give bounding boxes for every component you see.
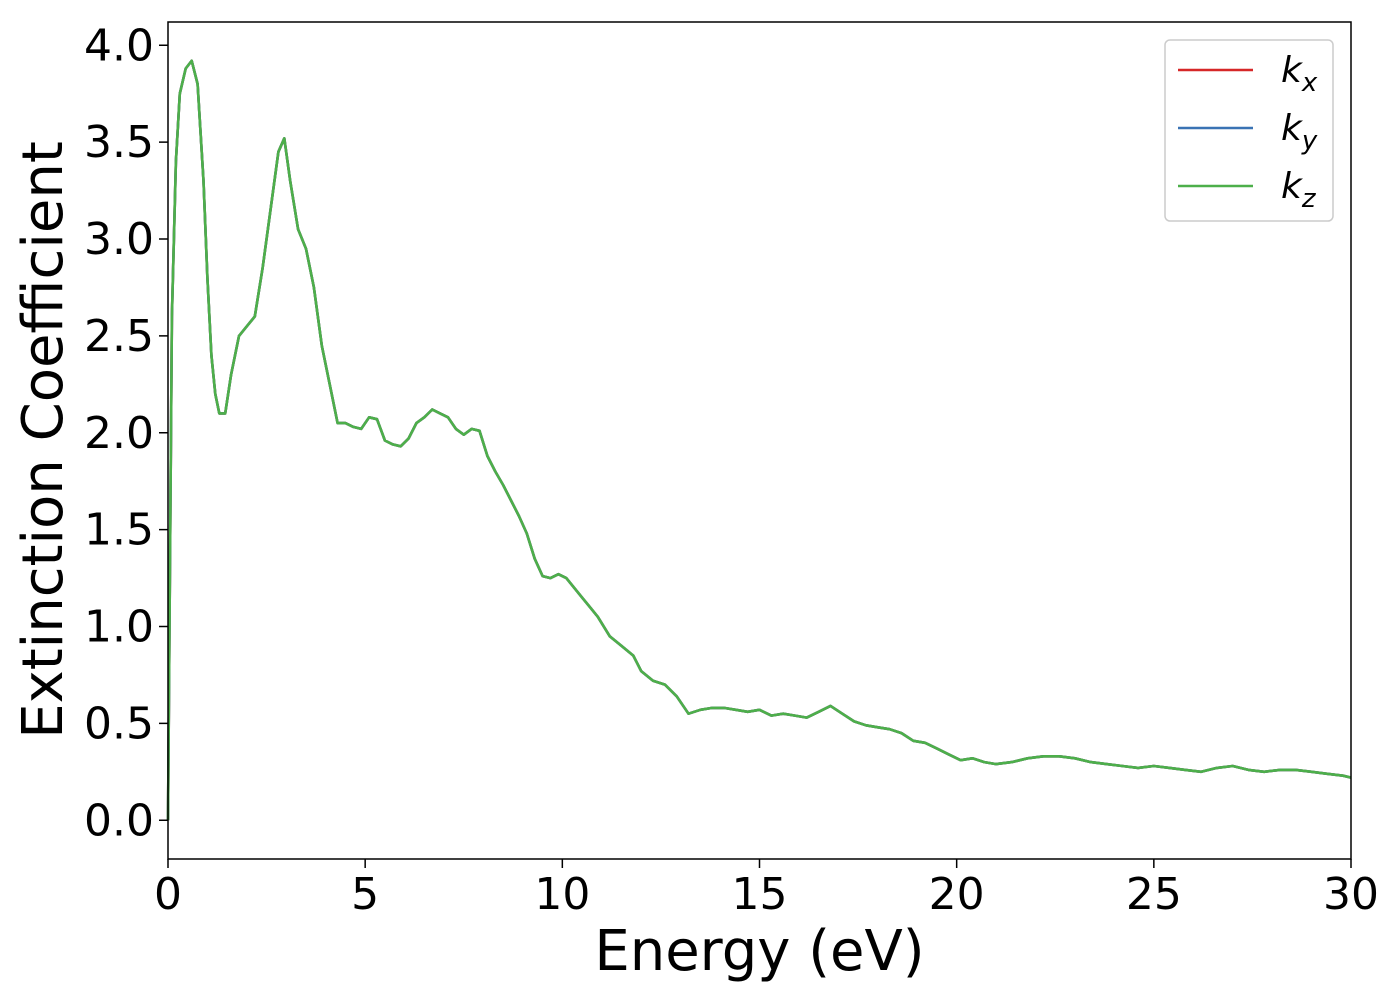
y-tick-label: 3.5	[84, 117, 154, 168]
x-tick-label: 30	[1323, 869, 1379, 920]
series-line-z	[166, 59, 1352, 821]
x-tick-label: 25	[1126, 869, 1182, 920]
x-tick-label: 0	[154, 869, 182, 920]
legend-label-x: kx	[1281, 50, 1318, 98]
legend-box	[1164, 39, 1334, 222]
y-tick-label: 2.0	[84, 408, 154, 459]
x-tick-label: 5	[351, 869, 379, 920]
x-axis-label: Energy (eV)	[594, 919, 924, 984]
y-tick-label: 0.0	[84, 795, 154, 846]
y-axis-ticks: 0.0 0.5 1.0 1.5 2.0 2.5 3.0 3.5 4.0	[84, 20, 168, 846]
x-axis-ticks: 0 5 10 15 20 25 30	[154, 859, 1379, 920]
y-tick-label: 3.0	[84, 214, 154, 265]
y-axis-label: Extinction Coefficient	[11, 141, 76, 739]
legend-label-z: kz	[1281, 166, 1317, 214]
y-tick-label: 1.5	[84, 505, 154, 556]
series-layer	[166, 59, 1352, 821]
legend: kx ky kz	[1164, 39, 1334, 222]
y-tick-label: 0.5	[84, 698, 154, 749]
x-tick-label: 20	[929, 869, 985, 920]
y-tick-label: 2.5	[84, 311, 154, 362]
y-tick-label: 1.0	[84, 602, 154, 653]
x-tick-label: 10	[534, 869, 590, 920]
y-tick-label: 4.0	[84, 20, 154, 71]
legend-label-y: ky	[1281, 108, 1318, 156]
x-tick-label: 15	[732, 869, 788, 920]
